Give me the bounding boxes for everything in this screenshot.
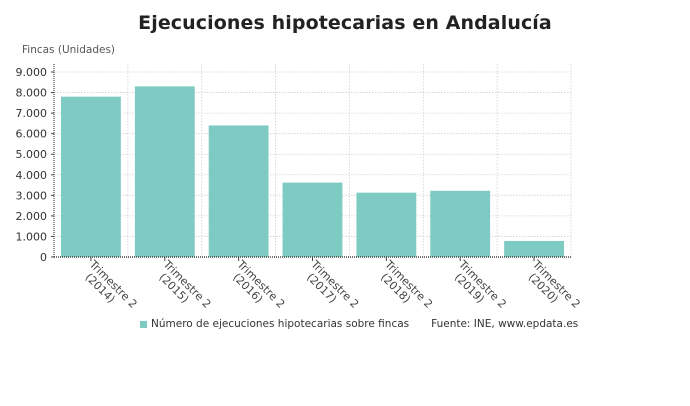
chart-title: Ejecuciones hipotecarias en Andalucía [138, 12, 552, 34]
y-tick-label: 3.000 [16, 189, 48, 202]
y-tick-label: 1.000 [16, 230, 48, 243]
bar [61, 96, 121, 258]
x-tick-label: Trimestre 2(2017) [304, 257, 361, 311]
y-tick-label: 8.000 [16, 87, 48, 100]
y-tick-label: 5.000 [16, 148, 48, 161]
x-tick-label: Trimestre 2(2019) [452, 257, 509, 311]
bar [504, 240, 564, 257]
bar [208, 125, 269, 257]
y-tick-label: 0 [40, 251, 47, 264]
bar [356, 192, 417, 257]
y-tick-label: 9.000 [16, 66, 48, 79]
bar [430, 190, 491, 257]
bar [282, 182, 343, 257]
legend-swatch [140, 320, 147, 328]
x-tick-label: Trimestre 2(2020) [526, 257, 583, 311]
x-tick-label: Trimestre 2(2014) [83, 257, 140, 311]
legend-label: Número de ejecuciones hipotecarias sobre… [151, 318, 410, 330]
y-tick-label: 7.000 [16, 107, 48, 120]
x-tick-label: Trimestre 2(2015) [156, 257, 213, 311]
y-axis-title: Fincas (Unidades) [22, 44, 116, 56]
y-tick-label: 2.000 [16, 210, 48, 223]
legend: Número de ejecuciones hipotecarias sobre… [140, 318, 578, 330]
y-tick-label: 6.000 [16, 128, 48, 141]
x-tick-label: Trimestre 2(2016) [230, 257, 287, 311]
bar [134, 86, 195, 257]
source-note: Fuente: INE, www.epdata.es [431, 318, 579, 330]
x-tick-label: Trimestre 2(2018) [378, 257, 435, 311]
y-tick-label: 4.000 [16, 169, 48, 182]
